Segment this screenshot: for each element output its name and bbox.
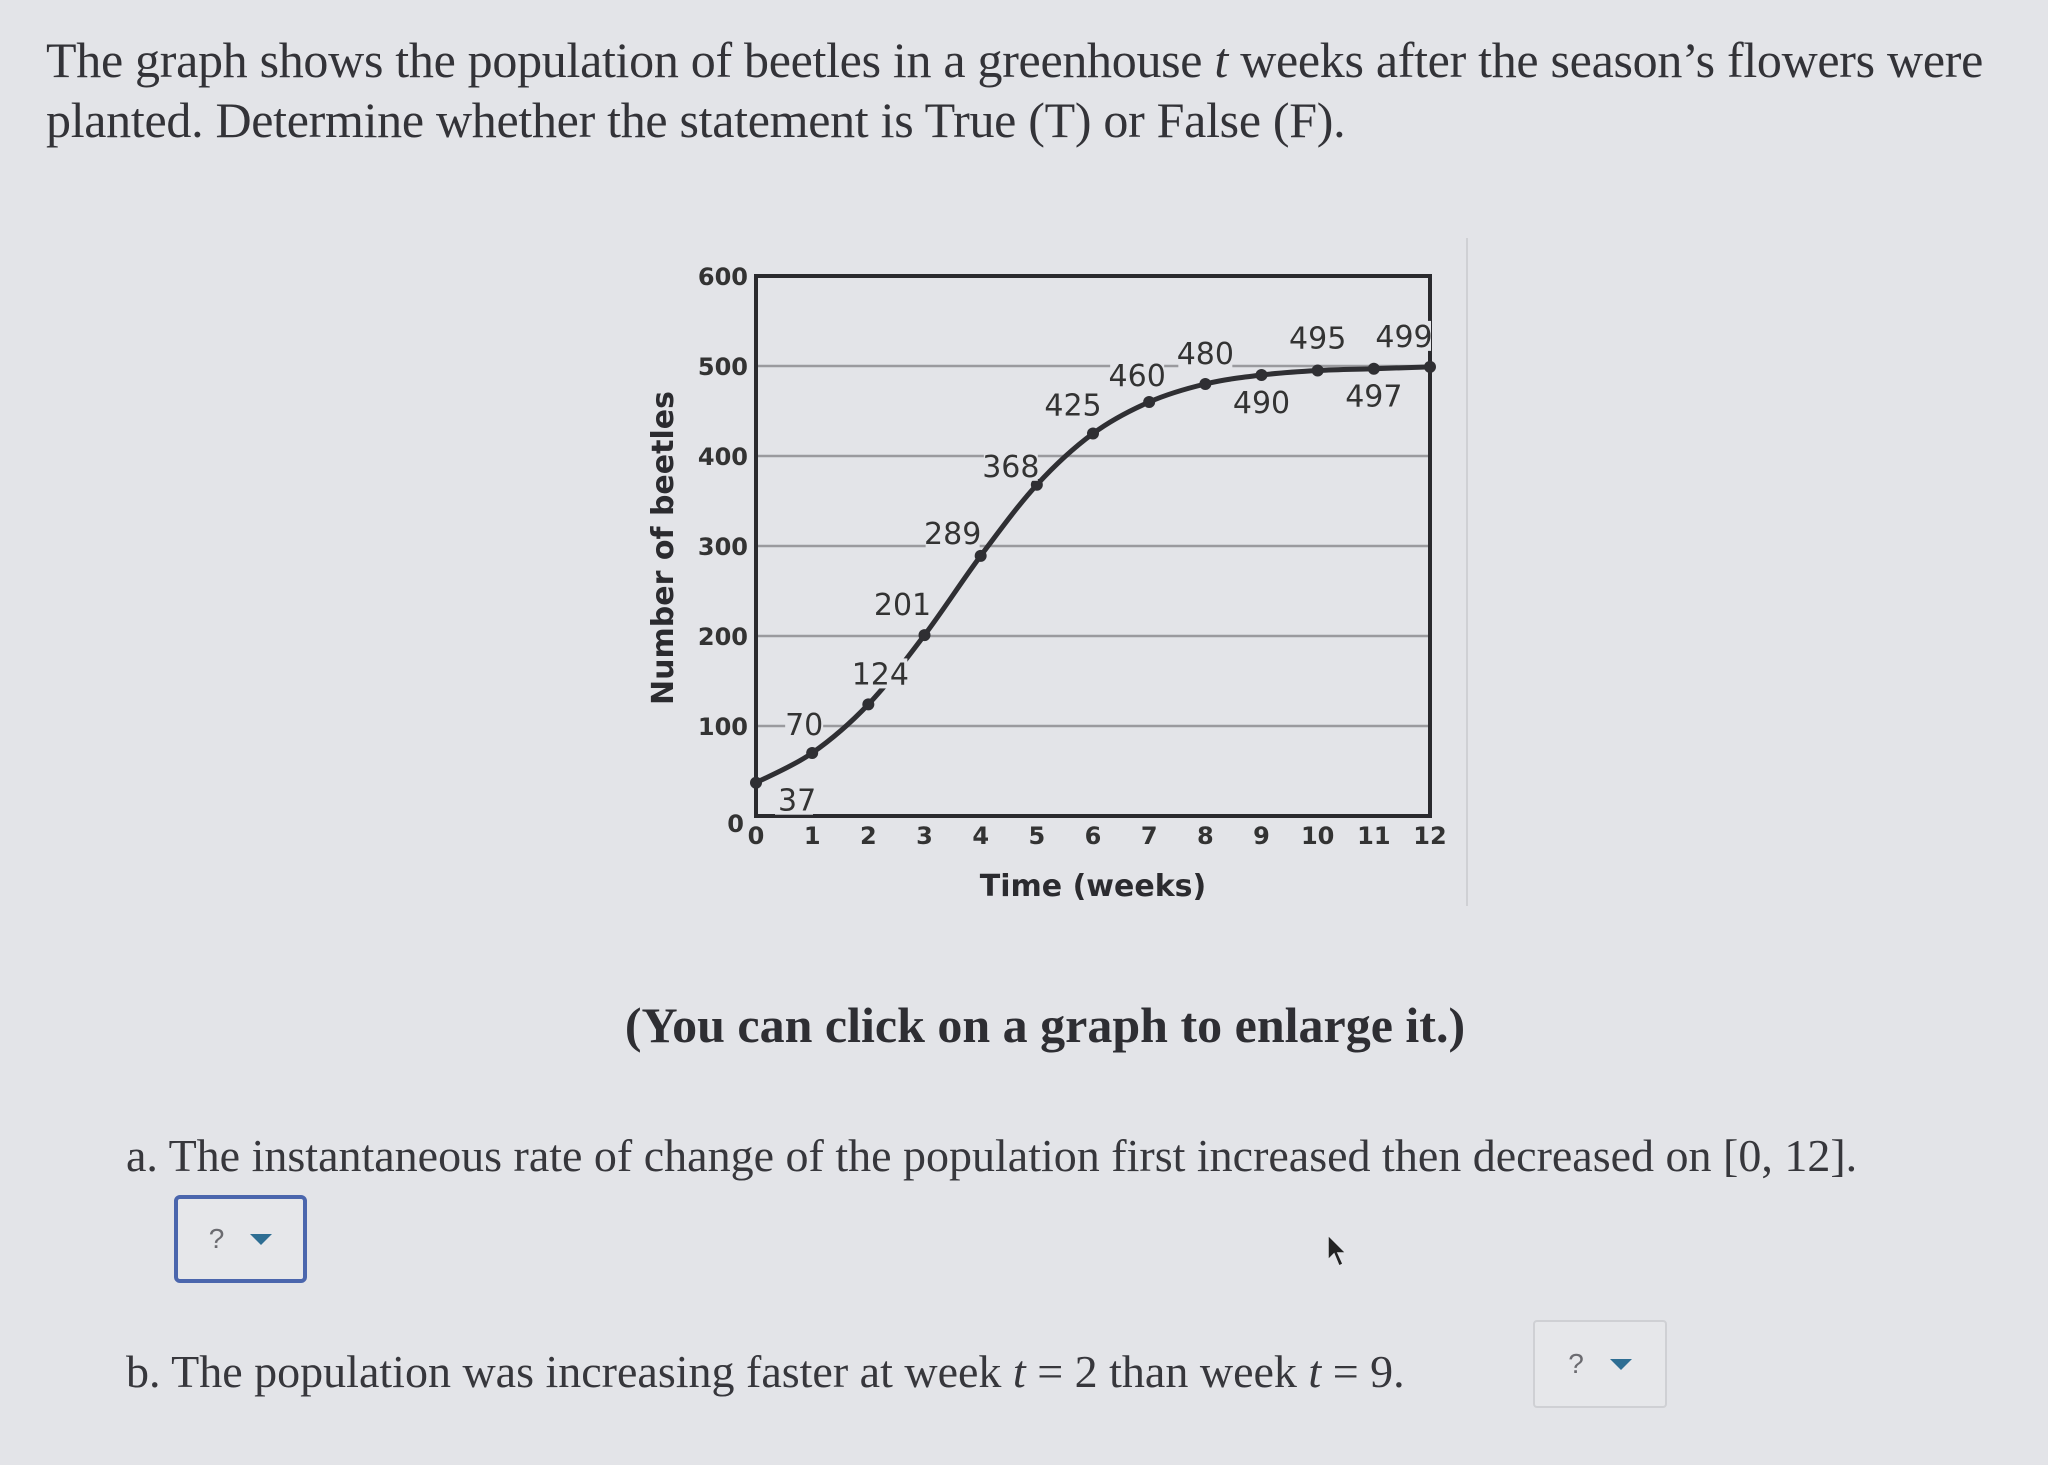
- x-tick-label: 2: [860, 822, 877, 850]
- y-axis-title: Number of beetles: [646, 391, 681, 705]
- question-b-var-2: t: [1308, 1346, 1322, 1397]
- question-a: a. The instantaneous rate of change of t…: [126, 1130, 1858, 1181]
- x-tick-label: 3: [916, 822, 933, 850]
- y-tick-label: 200: [698, 623, 748, 651]
- x-tick-label: 6: [1085, 822, 1102, 850]
- problem-intro: The graph shows the population of beetle…: [46, 30, 2026, 150]
- label-background: [1377, 320, 1431, 351]
- y-tick-label: 0: [727, 810, 744, 838]
- data-point-marker: [1087, 427, 1099, 440]
- data-point-marker: [806, 747, 819, 759]
- x-tick-label: 0: [748, 822, 765, 850]
- x-tick-label: 4: [972, 822, 989, 850]
- label-background: [1234, 387, 1289, 417]
- data-point-marker: [974, 549, 987, 562]
- question-b-text-3: = 9.: [1321, 1346, 1405, 1397]
- x-tick-label: 1: [804, 822, 821, 850]
- label-background: [853, 658, 908, 689]
- beetle-population-chart[interactable]: 0 100 200 300 400 500 600 0 1 2 3 4 5 6 7 8 9 10 11 12 Time …: [0, 0, 2048, 960]
- data-point-label: 124: [852, 657, 909, 692]
- intro-variable-t: t: [1214, 32, 1228, 88]
- data-point-marker: [750, 776, 762, 789]
- question-b-text-1: b. The population was increasing faster …: [126, 1346, 1013, 1397]
- label-background: [775, 784, 813, 815]
- label-background: [1346, 380, 1401, 411]
- data-point-marker: [1424, 360, 1436, 373]
- y-tick-label: 400: [698, 443, 748, 471]
- data-point-label: 201: [874, 588, 931, 623]
- data-point-label: 37: [778, 784, 816, 819]
- data-point-marker: [1255, 369, 1268, 381]
- question-b-text-2: = 2 than week: [1025, 1346, 1309, 1397]
- data-point-label: 368: [982, 450, 1039, 485]
- data-point-marker: [1143, 396, 1156, 408]
- x-tick-label: 7: [1141, 822, 1158, 850]
- x-tick-label: 8: [1197, 822, 1214, 850]
- data-point-label: 289: [924, 517, 981, 552]
- mouse-pointer-icon: [1327, 1234, 1348, 1268]
- label-background: [785, 709, 824, 739]
- data-point-label: 425: [1044, 389, 1101, 424]
- data-point-label: 490: [1233, 386, 1290, 421]
- y-tick-label: 600: [698, 263, 748, 291]
- y-tick-label: 100: [698, 713, 748, 741]
- x-tick-label: 11: [1357, 822, 1390, 850]
- x-tick-label: 10: [1301, 822, 1334, 850]
- data-point-marker: [1199, 378, 1212, 390]
- intro-text-1: The graph shows the population of beetle…: [46, 32, 1215, 88]
- data-point-label: 499: [1375, 320, 1432, 355]
- content-divider: [1466, 238, 1468, 906]
- x-tick-label: 5: [1028, 822, 1045, 850]
- label-background: [1110, 360, 1165, 390]
- label-background: [925, 517, 980, 548]
- intro-text-2: weeks after the season’s flowers were pl…: [46, 32, 1983, 148]
- plot-frame: [754, 274, 1432, 818]
- data-point-marker: [1311, 364, 1324, 377]
- question-a-dropdown[interactable]: ?: [174, 1195, 307, 1283]
- data-point-label: 70: [785, 708, 823, 743]
- label-background: [1046, 389, 1100, 420]
- data-point-marker: [1367, 362, 1380, 375]
- label-background: [1178, 338, 1233, 368]
- x-tick-label: 9: [1253, 822, 1270, 850]
- y-tick-label: 500: [698, 353, 748, 381]
- caret-down-icon: [250, 1233, 273, 1245]
- question-b-var-1: t: [1012, 1346, 1026, 1397]
- label-background: [983, 450, 1038, 481]
- data-point-label: 495: [1289, 322, 1346, 357]
- label-background: [875, 589, 930, 620]
- dropdown-value: ?: [1568, 1348, 1584, 1379]
- y-tick-label: 300: [698, 533, 748, 561]
- enlarge-hint: (You can click on a graph to enlarge it.…: [624, 997, 1466, 1053]
- data-point-label: 460: [1109, 359, 1166, 394]
- data-point-label: 497: [1345, 380, 1402, 415]
- x-axis-title: Time (weeks): [980, 869, 1206, 904]
- dropdown-value: ?: [208, 1223, 225, 1254]
- data-point-label: 480: [1177, 337, 1234, 372]
- data-point-marker: [1030, 478, 1043, 491]
- question-b: b. The population was increasing faster …: [126, 1344, 1405, 1400]
- question-b-dropdown[interactable]: ?: [1533, 1320, 1667, 1408]
- data-point-marker: [918, 629, 931, 642]
- label-background: [1290, 322, 1345, 353]
- data-point-marker: [862, 698, 875, 711]
- caret-down-icon: [1609, 1358, 1632, 1370]
- x-tick-label: 12: [1413, 822, 1446, 850]
